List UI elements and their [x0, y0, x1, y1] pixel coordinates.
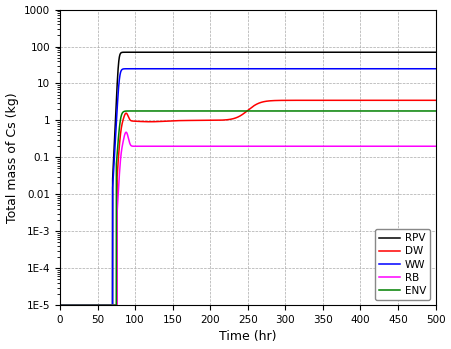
- RPV: [80, 303, 85, 307]
- WW: [413, 67, 419, 71]
- RB: [57, 303, 63, 307]
- RPV: [59, 303, 64, 307]
- ENV: [57, 303, 63, 307]
- RB: [131, 144, 136, 148]
- RPV: [241, 50, 246, 54]
- RB: [59, 303, 64, 307]
- Y-axis label: Total mass of Cs (kg): Total mass of Cs (kg): [5, 92, 18, 223]
- ENV: [159, 109, 164, 113]
- WW: [73, 303, 78, 307]
- RPV: [131, 50, 136, 54]
- Line: DW: DW: [60, 100, 436, 305]
- Line: RB: RB: [60, 132, 436, 305]
- Legend: RPV, DW, WW, RB, ENV: RPV, DW, WW, RB, ENV: [375, 229, 430, 300]
- WW: [150, 67, 155, 71]
- RB: [413, 144, 419, 148]
- ENV: [433, 109, 438, 113]
- RPV: [57, 303, 63, 307]
- DW: [73, 303, 78, 307]
- Line: WW: WW: [60, 69, 436, 305]
- ENV: [80, 303, 85, 307]
- RPV: [73, 303, 78, 307]
- RPV: [433, 50, 438, 54]
- ENV: [241, 109, 246, 113]
- WW: [433, 67, 438, 71]
- ENV: [59, 303, 64, 307]
- Line: ENV: ENV: [60, 111, 436, 305]
- WW: [80, 303, 85, 307]
- DW: [59, 303, 64, 307]
- ENV: [131, 109, 136, 113]
- RPV: [413, 50, 419, 54]
- WW: [131, 67, 136, 71]
- DW: [433, 98, 438, 102]
- RB: [433, 144, 438, 148]
- ENV: [413, 109, 419, 113]
- DW: [80, 303, 85, 307]
- Line: RPV: RPV: [60, 52, 436, 305]
- RB: [80, 303, 85, 307]
- ENV: [73, 303, 78, 307]
- RB: [73, 303, 78, 307]
- DW: [241, 112, 246, 116]
- RPV: [143, 50, 149, 54]
- RB: [124, 130, 129, 134]
- DW: [413, 98, 419, 102]
- RB: [241, 144, 246, 148]
- WW: [57, 303, 63, 307]
- X-axis label: Time (hr): Time (hr): [219, 331, 276, 343]
- WW: [59, 303, 64, 307]
- WW: [241, 67, 246, 71]
- DW: [57, 303, 63, 307]
- DW: [131, 119, 136, 123]
